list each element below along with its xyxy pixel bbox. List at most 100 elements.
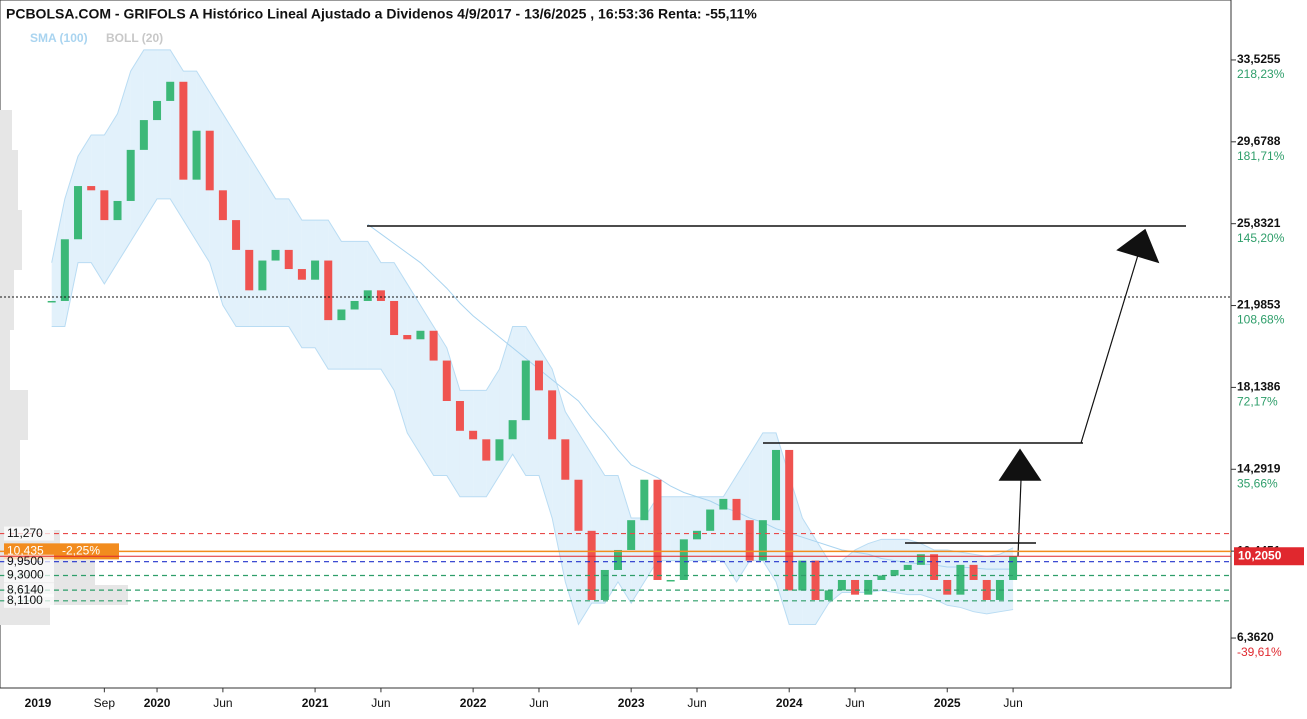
x-tick-label: Jun	[687, 696, 706, 710]
x-tick-label: 2025	[934, 696, 961, 710]
x-tick-label: Jun	[529, 696, 548, 710]
y-tick-label: 6,3620	[1237, 630, 1274, 644]
level-label-bg	[4, 568, 54, 583]
candle	[587, 530, 596, 600]
candle	[482, 439, 491, 461]
candle	[87, 186, 96, 191]
candle	[837, 579, 846, 591]
candle	[745, 520, 754, 561]
candle	[350, 300, 359, 310]
level-label: 9,3000	[7, 568, 44, 582]
candle	[74, 186, 83, 240]
x-tick-label: 2023	[618, 696, 645, 710]
candle	[864, 579, 873, 595]
candle	[324, 260, 333, 321]
candle	[969, 564, 978, 580]
sma-line	[367, 223, 1014, 570]
candle	[100, 190, 109, 221]
candle	[627, 520, 636, 550]
y-pct-label: 72,17%	[1237, 395, 1278, 409]
candle	[772, 449, 781, 521]
plot-frame	[0, 0, 1232, 689]
level-label: 11,270	[7, 526, 43, 540]
candle	[166, 81, 175, 101]
candle	[271, 249, 280, 261]
x-tick-label: 2022	[460, 696, 487, 710]
y-tick-label: 14,2919	[1237, 461, 1281, 475]
candle	[311, 260, 320, 280]
y-tick-label: 21,9853	[1237, 298, 1281, 312]
boll-band	[881, 539, 895, 593]
x-tick-label: Jun	[213, 696, 232, 710]
x-tick-label: Jun	[371, 696, 390, 710]
boll-band	[275, 198, 289, 327]
y-tick-label: 29,6788	[1237, 134, 1281, 148]
boll-band	[407, 283, 421, 455]
candle	[903, 564, 912, 570]
candle	[1009, 556, 1018, 580]
candle	[521, 360, 530, 421]
level-label-bg	[4, 526, 54, 541]
candle	[653, 479, 662, 580]
x-tick-label: 2024	[776, 696, 803, 710]
chart-title: PCBOLSA.COM - GRIFOLS A Histórico Lineal…	[6, 6, 757, 22]
x-tick-label: 2020	[144, 696, 171, 710]
y-pct-label: 108,68%	[1237, 313, 1285, 327]
candle	[495, 439, 504, 461]
boll-band	[367, 241, 381, 370]
boll-band	[196, 71, 210, 263]
boll-band	[288, 198, 302, 348]
candle	[785, 449, 794, 591]
candle	[758, 520, 767, 561]
y-tick-label: 33,5255	[1237, 52, 1281, 66]
boll-band	[394, 262, 408, 433]
candle	[179, 81, 188, 180]
candle	[666, 579, 675, 582]
boll-band	[301, 220, 316, 348]
candle	[192, 130, 201, 180]
candle	[640, 479, 649, 521]
x-tick-label: Sep	[94, 696, 116, 710]
candle	[508, 420, 517, 440]
candle	[693, 530, 702, 540]
candle	[943, 579, 952, 595]
candle	[139, 120, 148, 150]
level-change: -2,25%	[62, 544, 100, 558]
candle	[390, 300, 399, 336]
y-tick-label: 25,8321	[1237, 216, 1281, 230]
candle	[258, 260, 267, 291]
candle	[376, 290, 385, 301]
candle	[930, 554, 939, 580]
candle	[297, 269, 306, 280]
candle	[245, 249, 254, 291]
candle	[284, 249, 293, 270]
candle	[574, 479, 583, 531]
candle	[719, 498, 728, 510]
boll-band	[157, 49, 171, 199]
level-label-bg	[4, 593, 54, 608]
candle	[429, 330, 438, 361]
candle	[205, 130, 214, 191]
candle	[363, 290, 372, 301]
candle	[337, 309, 346, 321]
level-label: 10,435	[7, 544, 44, 558]
boll-band	[249, 156, 263, 327]
candle	[47, 300, 56, 303]
y-pct-label: 218,23%	[1237, 67, 1285, 81]
level-label: 8,1100	[7, 593, 43, 607]
candle	[469, 430, 478, 440]
boll-band	[328, 220, 342, 370]
candle	[811, 560, 820, 600]
legend-boll: BOLL (20)	[106, 31, 163, 45]
y-tick-label: 18,1386	[1237, 380, 1281, 394]
last-price-label: 10,2050	[1238, 548, 1282, 562]
candle	[60, 239, 69, 301]
drawings	[367, 225, 1186, 557]
level-label: 9,9500	[7, 554, 44, 568]
candle	[956, 564, 965, 595]
boll-band	[617, 475, 632, 604]
candle	[679, 539, 688, 580]
legend-sma: SMA (100)	[30, 31, 88, 45]
candle	[113, 200, 122, 221]
candle	[916, 554, 925, 565]
